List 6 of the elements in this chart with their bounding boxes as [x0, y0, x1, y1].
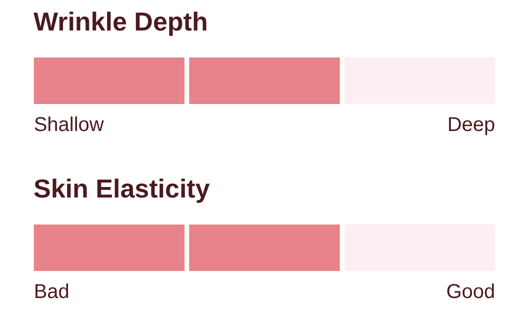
chart-title: Skin Elasticity: [34, 174, 210, 204]
text: Shallow: [34, 114, 104, 136]
text: Good: [446, 281, 496, 304]
text: Deep: [447, 114, 496, 136]
chart-title: Wrinkle Depth: [34, 6, 208, 36]
text: Bad: [34, 281, 70, 304]
